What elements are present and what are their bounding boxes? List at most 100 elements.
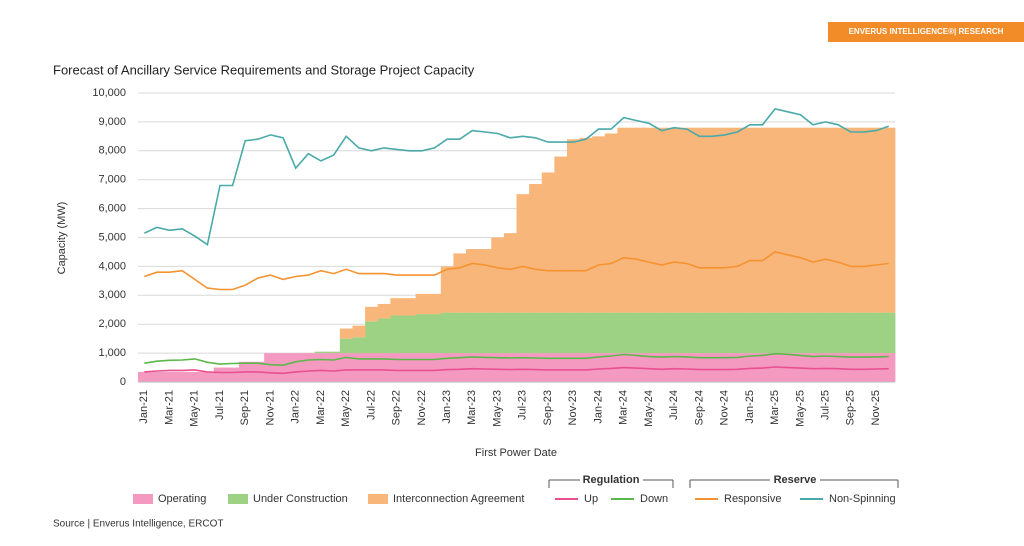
- area-step: [264, 353, 278, 382]
- x-tick-label: Mar-24: [618, 390, 630, 425]
- area-step: [491, 237, 505, 313]
- area-step: [138, 371, 152, 382]
- area-step: [806, 353, 820, 382]
- area-step: [478, 249, 492, 313]
- area-step: [579, 312, 593, 354]
- x-tick-label: Sep-22: [391, 390, 403, 425]
- area-step: [377, 318, 391, 354]
- line-series: [144, 352, 889, 367]
- area-step: [302, 353, 316, 382]
- area-step: [869, 127, 883, 313]
- area-step: [503, 233, 517, 313]
- area-step: [794, 312, 808, 354]
- area-step: [201, 371, 215, 382]
- x-tick-label: May-25: [794, 390, 806, 427]
- x-tick-label: Jul-21: [214, 390, 226, 420]
- x-tick-label: Nov-21: [264, 390, 276, 425]
- area-step: [869, 312, 883, 354]
- area-step: [390, 315, 404, 354]
- area-step: [529, 184, 543, 313]
- area-step: [579, 137, 593, 313]
- area-step: [566, 312, 580, 354]
- area-step: [352, 325, 366, 338]
- area-step: [604, 133, 618, 313]
- area-step: [693, 312, 707, 354]
- area-step: [768, 312, 782, 354]
- line-series: [143, 108, 889, 247]
- legend-group: Reserve: [774, 474, 817, 486]
- area-step: [226, 367, 240, 382]
- area-step: [831, 127, 845, 313]
- y-tick-label: 0: [120, 376, 126, 388]
- x-tick-label: Jan-23: [441, 390, 453, 424]
- x-tick-label: Nov-23: [567, 390, 579, 425]
- x-tick-label: Jul-22: [365, 390, 377, 420]
- area-step: [491, 353, 505, 382]
- area-step: [566, 353, 580, 382]
- y-tick-label: 6,000: [98, 203, 126, 215]
- area-step: [705, 312, 719, 354]
- area-step: [655, 312, 669, 354]
- x-tick-label: Jul-25: [820, 390, 832, 420]
- area-step: [529, 353, 543, 382]
- area-step: [630, 312, 644, 354]
- area-step: [554, 312, 568, 354]
- area-step: [882, 312, 896, 354]
- area-step: [402, 315, 416, 354]
- area-step: [314, 353, 328, 382]
- area-step: [667, 312, 681, 354]
- area-step: [541, 172, 555, 313]
- area-step: [491, 312, 505, 354]
- chart-title: Forecast of Ancillary Service Requiremen…: [53, 62, 475, 77]
- x-tick-label: Sep-23: [542, 390, 554, 425]
- area-step: [188, 371, 202, 382]
- area-step: [680, 353, 694, 382]
- area-step: [503, 312, 517, 354]
- x-tick-label: Jan-21: [138, 390, 150, 424]
- area-step: [756, 127, 770, 313]
- area-step: [604, 312, 618, 354]
- area-step: [390, 353, 404, 382]
- area-step: [756, 312, 770, 354]
- area-step: [365, 306, 379, 322]
- area-step: [705, 353, 719, 382]
- area-step: [730, 353, 744, 382]
- area-step: [844, 312, 858, 354]
- area-step: [630, 127, 644, 313]
- area-step: [882, 353, 896, 382]
- area-step: [794, 127, 808, 313]
- source: Source | Enverus Intelligence, ERCOT: [53, 519, 223, 530]
- legend-swatch: [133, 494, 153, 504]
- area-step: [150, 371, 164, 382]
- area-step: [857, 353, 871, 382]
- x-tick-label: Mar-21: [163, 390, 175, 425]
- badge: ENVERUS INTELLIGENCE®| RESEARCH: [849, 27, 1004, 36]
- area-step: [592, 136, 606, 313]
- area-step: [352, 337, 366, 354]
- legend-label: Interconnection Agreement: [393, 493, 524, 505]
- area-step: [440, 353, 454, 382]
- x-tick-label: Jan-24: [592, 390, 604, 424]
- y-tick-label: 9,000: [98, 116, 126, 128]
- y-tick-label: 2,000: [98, 318, 126, 330]
- area-step: [869, 353, 883, 382]
- area-step: [819, 127, 833, 313]
- area-step: [617, 312, 631, 354]
- area-step: [415, 293, 429, 315]
- area-step: [831, 353, 845, 382]
- area-step: [516, 353, 530, 382]
- x-tick-label: Nov-25: [870, 390, 882, 425]
- area-step: [730, 127, 744, 313]
- y-tick-label: 1,000: [98, 347, 126, 359]
- area-step: [592, 353, 606, 382]
- area-step: [566, 139, 580, 313]
- legend-group: Regulation: [583, 474, 640, 486]
- area-step: [365, 353, 379, 382]
- area-step: [453, 312, 467, 354]
- area-step: [617, 127, 631, 313]
- area-step: [592, 312, 606, 354]
- legend-label: Under Construction: [253, 493, 348, 505]
- area-step: [718, 312, 732, 354]
